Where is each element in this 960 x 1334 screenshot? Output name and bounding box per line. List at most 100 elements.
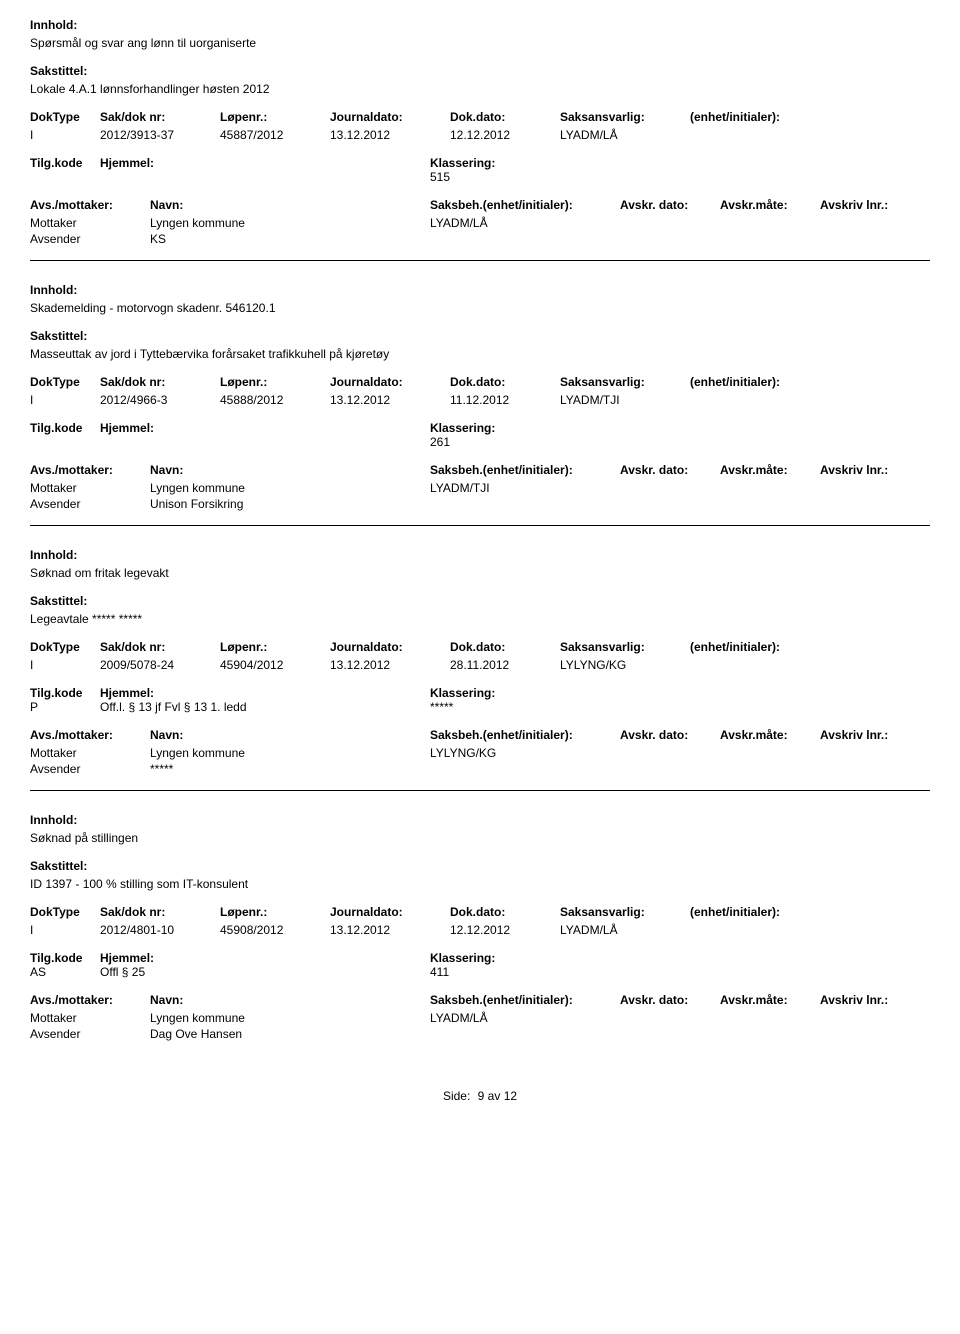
party-avskrivlnr	[820, 216, 930, 230]
sakstittel-label: Sakstittel:	[30, 329, 930, 343]
val-klassering: 515	[430, 170, 930, 184]
hdr-avskrivlnr: Avskriv lnr.:	[820, 993, 930, 1007]
val-lopenr: 45887/2012	[220, 128, 330, 142]
records-container: Innhold: Spørsmål og svar ang lønn til uo…	[30, 18, 930, 1041]
innhold-value: Spørsmål og svar ang lønn til uorganiser…	[30, 36, 930, 50]
party-headers: Avs./mottaker:Navn:Saksbeh.(enhet/initia…	[30, 728, 930, 742]
val-saksansvarlig: LYLYNG/KG	[560, 658, 690, 672]
party-avskrdato	[620, 497, 720, 511]
val-tilgkode: P	[30, 700, 100, 714]
val-saksansvarlig: LYADM/LÅ	[560, 923, 690, 937]
party-avskrdato	[620, 762, 720, 776]
hdr-lopenr: Løpenr.:	[220, 110, 330, 124]
party-row: AvsenderDag Ove Hansen	[30, 1027, 930, 1041]
party-navn: Lyngen kommune	[150, 481, 430, 495]
hdr-hjemmel: Hjemmel:	[100, 421, 430, 435]
val-lopenr: 45904/2012	[220, 658, 330, 672]
hdr-sakdok: Sak/dok nr:	[100, 640, 220, 654]
hdr-navn: Navn:	[150, 463, 430, 477]
hdr-doktype: DokType	[30, 640, 100, 654]
hdr-lopenr: Løpenr.:	[220, 905, 330, 919]
hdr-navn: Navn:	[150, 728, 430, 742]
party-row: MottakerLyngen kommuneLYADM/LÅ	[30, 1011, 930, 1025]
innhold-value: Skademelding - motorvogn skadenr. 546120…	[30, 301, 930, 315]
val-journaldato: 13.12.2012	[330, 923, 450, 937]
party-row: Avsender*****	[30, 762, 930, 776]
party-avskrivlnr	[820, 481, 930, 495]
party-saksbeh	[430, 762, 620, 776]
party-row: AvsenderUnison Forsikring	[30, 497, 930, 511]
hdr-enhet: (enhet/initialer):	[690, 640, 930, 654]
party-role: Mottaker	[30, 746, 150, 760]
party-avskrivlnr	[820, 762, 930, 776]
hdr-avskrmate: Avskr.måte:	[720, 463, 820, 477]
party-avskrivlnr	[820, 232, 930, 246]
val-saksansvarlig: LYADM/LÅ	[560, 128, 690, 142]
val-doktype: I	[30, 658, 100, 672]
hdr-saksbeh: Saksbeh.(enhet/initialer):	[430, 198, 620, 212]
party-avskrmate	[720, 481, 820, 495]
party-row: AvsenderKS	[30, 232, 930, 246]
party-role: Avsender	[30, 1027, 150, 1041]
hdr-journaldato: Journaldato:	[330, 640, 450, 654]
hdr-avskrivlnr: Avskriv lnr.:	[820, 198, 930, 212]
hdr-klassering: Klassering:	[430, 156, 930, 170]
hdr-tilgkode: Tilg.kode	[30, 686, 100, 700]
val-doktype: I	[30, 923, 100, 937]
record-values: I2012/4966-345888/201213.12.201211.12.20…	[30, 393, 930, 407]
hdr-saksbeh: Saksbeh.(enhet/initialer):	[430, 728, 620, 742]
hdr-avskrivlnr: Avskriv lnr.:	[820, 728, 930, 742]
footer-total-pages: 12	[504, 1089, 517, 1103]
party-avskrivlnr	[820, 746, 930, 760]
hdr-navn: Navn:	[150, 198, 430, 212]
journal-record: Innhold:Skademelding - motorvogn skadenr…	[30, 283, 930, 511]
val-enhet	[690, 128, 930, 142]
party-role: Avsender	[30, 762, 150, 776]
hdr-saksansvarlig: Saksansvarlig:	[560, 110, 690, 124]
hdr-hjemmel: Hjemmel:	[100, 156, 430, 170]
hdr-avsmottaker: Avs./mottaker:	[30, 728, 150, 742]
party-navn: Dag Ove Hansen	[150, 1027, 430, 1041]
record-values: I2009/5078-2445904/201213.12.201228.11.2…	[30, 658, 930, 672]
hdr-avsmottaker: Avs./mottaker:	[30, 993, 150, 1007]
hdr-lopenr: Løpenr.:	[220, 375, 330, 389]
sakstittel-label: Sakstittel:	[30, 859, 930, 873]
hdr-saksbeh: Saksbeh.(enhet/initialer):	[430, 463, 620, 477]
party-role: Avsender	[30, 232, 150, 246]
val-journaldato: 13.12.2012	[330, 658, 450, 672]
val-sakdok: 2012/4801-10	[100, 923, 220, 937]
page-footer: Side: 9 av 12	[30, 1089, 930, 1103]
party-row: MottakerLyngen kommuneLYADM/TJI	[30, 481, 930, 495]
val-dokdato: 12.12.2012	[450, 923, 560, 937]
hdr-avskrmate: Avskr.måte:	[720, 993, 820, 1007]
party-headers: Avs./mottaker:Navn:Saksbeh.(enhet/initia…	[30, 993, 930, 1007]
hdr-doktype: DokType	[30, 375, 100, 389]
val-klassering: *****	[430, 700, 930, 714]
val-saksansvarlig: LYADM/TJI	[560, 393, 690, 407]
record-headers: DokTypeSak/dok nr:Løpenr.:Journaldato:Do…	[30, 905, 930, 919]
party-avskrmate	[720, 1011, 820, 1025]
hdr-doktype: DokType	[30, 905, 100, 919]
hdr-dokdato: Dok.dato:	[450, 375, 560, 389]
val-doktype: I	[30, 128, 100, 142]
record-values: I2012/3913-3745887/201213.12.201212.12.2…	[30, 128, 930, 142]
record-separator	[30, 790, 930, 791]
hdr-journaldato: Journaldato:	[330, 905, 450, 919]
tilg-klassering-block: Tilg.kodeHjemmel:Klassering:515	[30, 156, 930, 184]
hdr-avsmottaker: Avs./mottaker:	[30, 463, 150, 477]
party-avskrmate	[720, 746, 820, 760]
party-avskrmate	[720, 232, 820, 246]
hdr-enhet: (enhet/initialer):	[690, 110, 930, 124]
val-lopenr: 45888/2012	[220, 393, 330, 407]
val-sakdok: 2012/3913-37	[100, 128, 220, 142]
party-saksbeh	[430, 1027, 620, 1041]
party-navn: Lyngen kommune	[150, 216, 430, 230]
record-headers: DokTypeSak/dok nr:Løpenr.:Journaldato:Do…	[30, 110, 930, 124]
val-klassering: 411	[430, 965, 930, 979]
record-separator	[30, 260, 930, 261]
party-saksbeh: LYADM/LÅ	[430, 1011, 620, 1025]
record-headers: DokTypeSak/dok nr:Løpenr.:Journaldato:Do…	[30, 640, 930, 654]
innhold-label: Innhold:	[30, 548, 930, 562]
party-headers: Avs./mottaker:Navn:Saksbeh.(enhet/initia…	[30, 463, 930, 477]
val-dokdato: 28.11.2012	[450, 658, 560, 672]
